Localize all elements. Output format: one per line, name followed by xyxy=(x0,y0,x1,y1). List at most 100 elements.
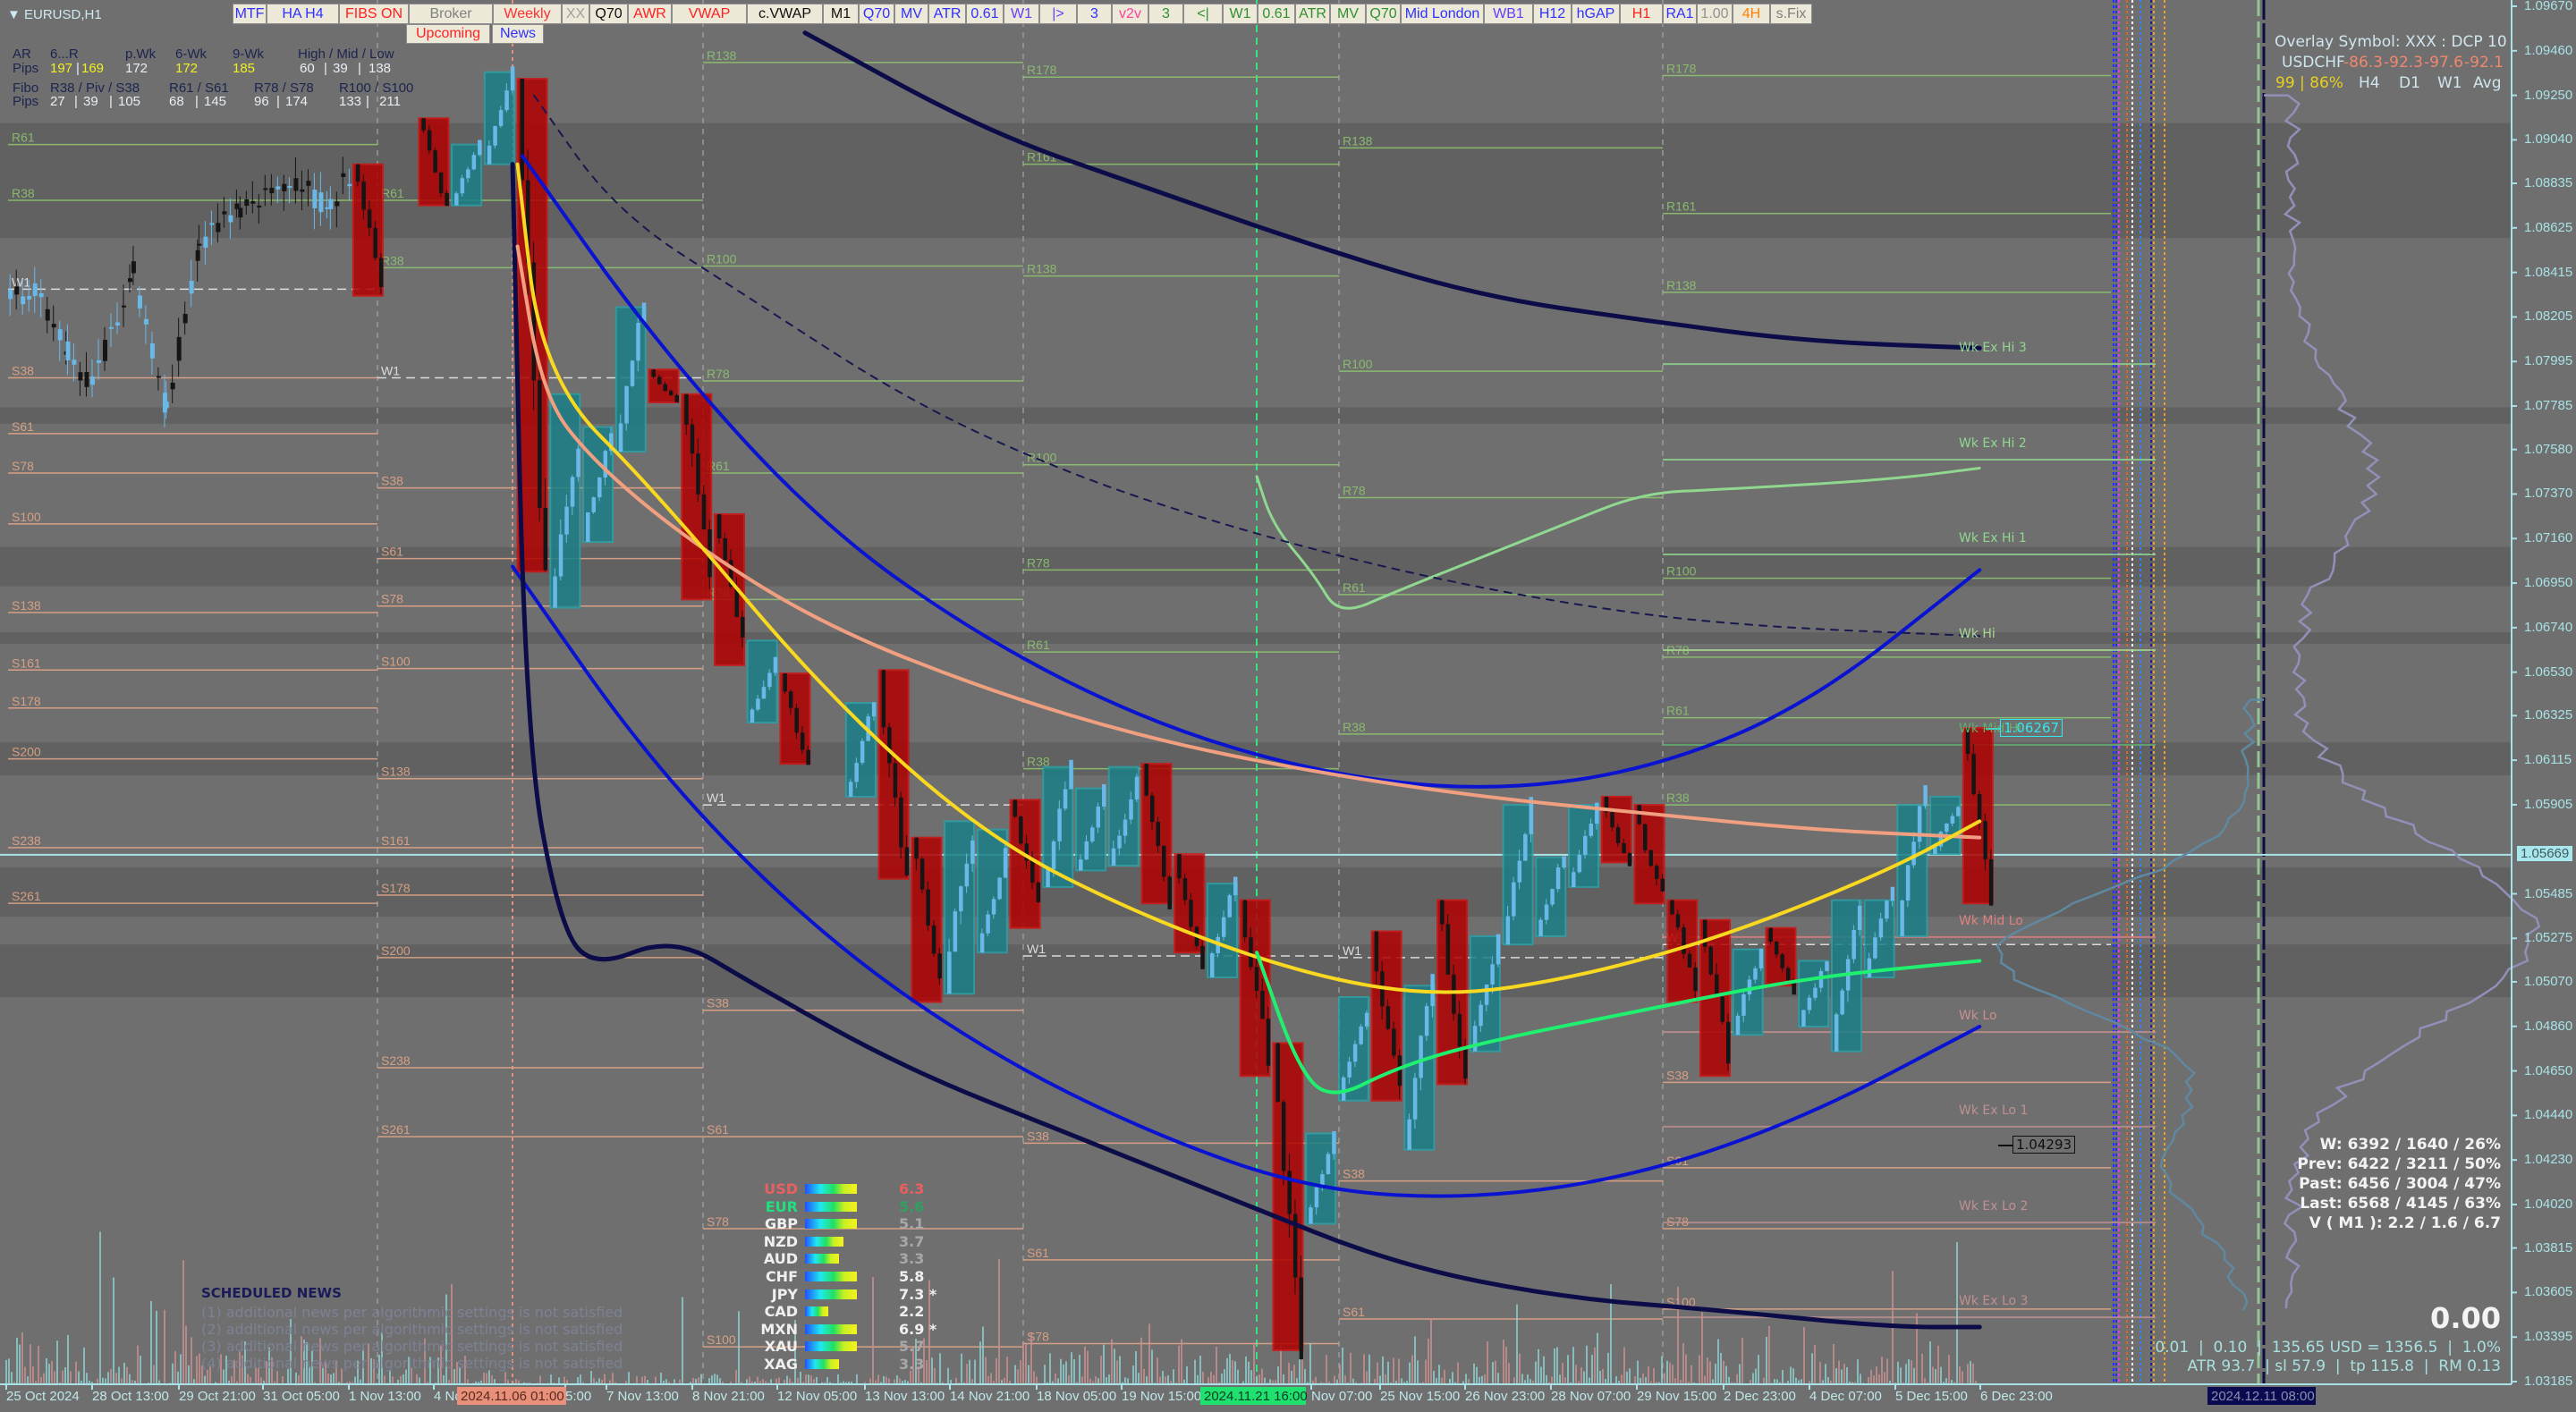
toolbar-button-atr[interactable]: ATR xyxy=(1295,4,1330,24)
pivot-level-label: R61 xyxy=(381,186,404,200)
h1-candle-body xyxy=(197,243,202,246)
toolbar-button-w1[interactable]: W1 xyxy=(1004,4,1039,24)
pivot-level-label: S78 xyxy=(1666,1214,1689,1229)
toolbar-button-xx[interactable]: XX xyxy=(562,4,589,24)
collapse-triangle-icon[interactable]: ▼ xyxy=(7,7,25,22)
fibo-value: 96 xyxy=(254,94,269,109)
toolbar-button-c-vwap[interactable]: c.VWAP xyxy=(747,4,823,24)
h1-candle-body xyxy=(1419,1036,1423,1078)
symbol-label[interactable]: ▼ EURUSD,H1 xyxy=(7,7,102,22)
price-axis-label: 1.06115 xyxy=(2524,752,2572,768)
toolbar-button-3[interactable]: 3 xyxy=(1148,4,1183,24)
pivot-level-label: R38 xyxy=(1666,791,1690,805)
toolbar-button-0-61[interactable]: 0.61 xyxy=(1258,4,1295,24)
h1-candle-body xyxy=(1852,929,1856,960)
toolbar-button-4h[interactable]: 4H xyxy=(1733,4,1770,24)
toolbar-button-h12[interactable]: H12 xyxy=(1533,4,1572,24)
h1-candle-body xyxy=(1341,1077,1346,1101)
overlay-value-h4: -86.3 xyxy=(2343,54,2383,72)
pivot-level-label: S61 xyxy=(1027,1246,1049,1260)
h1-candle-body xyxy=(1956,807,1961,816)
ar-value: 185 xyxy=(233,61,256,76)
toolbar-button-ha-h4[interactable]: HA H4 xyxy=(267,4,339,24)
h1-candle-body xyxy=(794,707,799,733)
fibo-value: 105 xyxy=(118,94,141,109)
time-axis-label: 1 Nov 13:00 xyxy=(349,1389,421,1404)
risk-line-1: 0.01 | 0.10 | 135.65 USD = 1356.5 | 1.0% xyxy=(2155,1339,2501,1357)
toolbar-button-vwap[interactable]: VWAP xyxy=(672,4,747,24)
toolbar-button-mv[interactable]: MV xyxy=(1330,4,1366,24)
h1-candle-body xyxy=(1249,937,1253,968)
ar-value: | xyxy=(324,61,327,76)
h1-candle-body xyxy=(1675,914,1681,927)
pivot-level-label: R38 xyxy=(1343,720,1366,734)
h1-candle-body xyxy=(170,382,175,390)
h1-candle-body xyxy=(1627,853,1632,867)
toolbar-button-awr[interactable]: AWR xyxy=(628,4,672,24)
toolbar-button-w1[interactable]: W1 xyxy=(1223,4,1258,24)
toolbar-button-upcoming[interactable]: Upcoming xyxy=(406,24,490,44)
fibo-label: Fibo xyxy=(13,80,39,96)
toolbar-button--[interactable]: |> xyxy=(1039,4,1077,24)
volume-stat-last: Last: 6568 / 4145 / 63% xyxy=(2300,1195,2501,1213)
pivot-level-label: R38 xyxy=(381,253,404,267)
toolbar-button--[interactable]: <| xyxy=(1183,4,1223,24)
strength-value: 6.3 xyxy=(899,1180,925,1197)
h1-candle-body xyxy=(1079,859,1083,871)
toolbar-button-ra1[interactable]: RA1 xyxy=(1663,4,1697,24)
toolbar-button-mv[interactable]: MV xyxy=(894,4,928,24)
toolbar-button-q70[interactable]: Q70 xyxy=(859,4,894,24)
h1-candle-body xyxy=(1111,848,1116,866)
toolbar-button-m1[interactable]: M1 xyxy=(823,4,859,24)
price-axis-label: 1.07580 xyxy=(2524,441,2573,457)
h1-candle-body xyxy=(335,201,340,207)
h1-candle-body xyxy=(904,847,910,875)
toolbar-button-broker[interactable]: Broker xyxy=(409,4,493,24)
toolbar-button-1-00[interactable]: 1.00 xyxy=(1697,4,1733,24)
h1-candle-body xyxy=(576,448,580,478)
h1-candle-body xyxy=(1890,886,1895,901)
h1-candle-body xyxy=(1392,1028,1396,1056)
toolbar-button-mid-london[interactable]: Mid London xyxy=(1401,4,1484,24)
pivot-level-label: S61 xyxy=(1343,1305,1365,1319)
fibo-pips-label: Pips xyxy=(13,94,39,109)
ar-value: 39 xyxy=(333,61,348,76)
h1-candle-body xyxy=(182,314,188,324)
strength-value: 7.3 * xyxy=(899,1285,937,1303)
h1-candle-body xyxy=(657,376,662,385)
toolbar-button-hgap[interactable]: hGAP xyxy=(1572,4,1620,24)
h1-candle-body xyxy=(1774,942,1779,955)
h1-candle-body xyxy=(1610,812,1614,828)
h1-candle-body xyxy=(919,858,925,890)
h1-candle-body xyxy=(788,691,793,708)
h1-candle-body xyxy=(1977,794,1982,822)
time-axis-label: 25 Nov 15:00 xyxy=(1380,1389,1461,1404)
toolbar-button-wb1[interactable]: WB1 xyxy=(1484,4,1533,24)
toolbar-button-0-61[interactable]: 0.61 xyxy=(966,4,1004,24)
toolbar-button-news[interactable]: News xyxy=(492,24,544,44)
overlay-value-d1: -92.3 xyxy=(2384,54,2423,72)
h1-candle-body xyxy=(1359,1026,1363,1044)
pivot-level-label: S161 xyxy=(381,833,411,848)
ar-value: 169 xyxy=(81,61,105,76)
overlay-tf-avg: Avg xyxy=(2473,74,2502,92)
toolbar-button-q70[interactable]: Q70 xyxy=(1366,4,1401,24)
toolbar-button-weekly[interactable]: Weekly xyxy=(493,4,562,24)
h1-candle-body xyxy=(1572,872,1576,887)
toolbar-button-atr[interactable]: ATR xyxy=(928,4,966,24)
time-axis-label: 28 Nov 07:00 xyxy=(1551,1389,1631,1404)
h1-candle-body xyxy=(137,295,142,309)
time-axis-label: 2 Dec 23:00 xyxy=(1724,1389,1796,1404)
toolbar-button-q70[interactable]: Q70 xyxy=(589,4,628,24)
fibo-header: R61 / S61 xyxy=(169,80,229,96)
h1-candle-body xyxy=(156,376,161,378)
h1-candle-body xyxy=(1687,953,1692,968)
toolbar-button-fibs-on[interactable]: FIBS ON xyxy=(339,4,409,24)
pivot-level-label: R78 xyxy=(1343,483,1366,497)
toolbar-button-v2v[interactable]: v2v xyxy=(1112,4,1148,24)
toolbar-button-3[interactable]: 3 xyxy=(1077,4,1112,24)
toolbar-button-s-fix[interactable]: s.Fix xyxy=(1770,4,1812,24)
toolbar-button-h1[interactable]: H1 xyxy=(1620,4,1663,24)
toolbar-button-mtf[interactable]: MTF xyxy=(233,4,267,24)
